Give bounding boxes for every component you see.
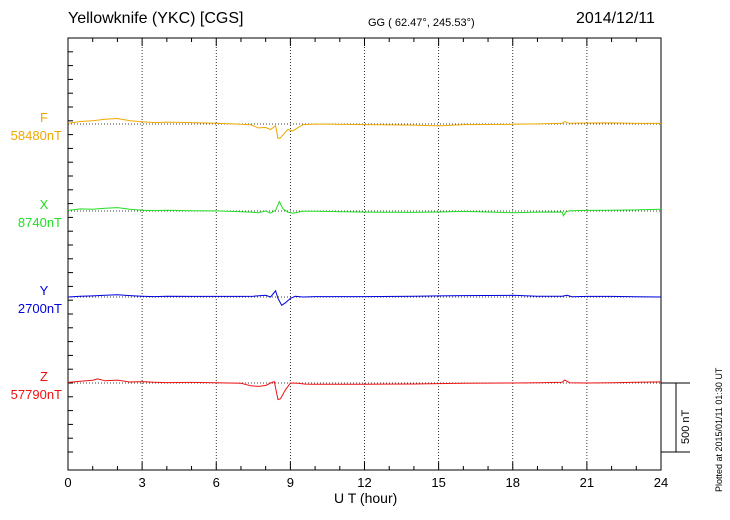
baseline-value-f: 58480nT (11, 128, 62, 143)
component-label-x: X (40, 197, 49, 212)
series-line-y (67, 289, 662, 307)
component-label-z: Z (40, 369, 48, 384)
x-tick-label: 3 (139, 475, 146, 490)
coordinates-label: GG ( 62.47°, 245.53°) (368, 17, 475, 29)
x-tick-label: 0 (64, 475, 71, 490)
plotted-at-note: Plotted at 2015/01/11 01:30 UT (714, 367, 724, 492)
series-line-f (67, 117, 661, 140)
component-label-y: Y (40, 283, 49, 298)
baseline-value-z: 57790nT (11, 387, 62, 402)
x-tick-label: 12 (357, 475, 371, 490)
baseline-value-y: 2700nT (18, 301, 62, 316)
series-line-z (67, 378, 662, 401)
x-tick-label: 15 (431, 475, 445, 490)
x-tick-label: 21 (580, 475, 594, 490)
series-line-x (67, 200, 662, 217)
x-tick-label: 6 (213, 475, 220, 490)
x-tick-label: 18 (506, 475, 520, 490)
x-axis-label: U T (hour) (334, 490, 398, 506)
component-label-f: F (40, 110, 48, 125)
x-tick-label: 9 (287, 475, 294, 490)
scale-bar-label: 500 nT (680, 409, 692, 444)
x-tick-label: 24 (654, 475, 668, 490)
baseline-value-x: 8740nT (18, 215, 62, 230)
date-label: 2014/12/11 (576, 10, 655, 27)
page-title: Yellowknife (YKC) [CGS] (68, 10, 244, 27)
